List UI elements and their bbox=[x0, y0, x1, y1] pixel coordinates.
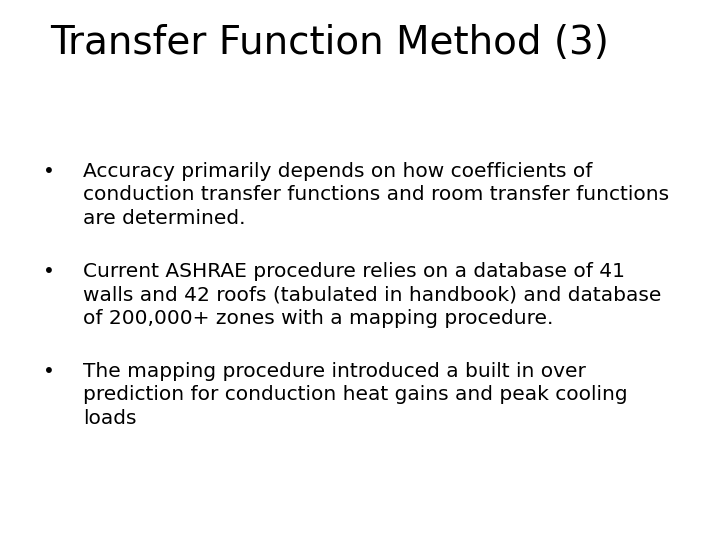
Text: Accuracy primarily depends on how coefficients of
conduction transfer functions : Accuracy primarily depends on how coeffi… bbox=[83, 162, 669, 228]
Text: •: • bbox=[43, 262, 55, 281]
Text: •: • bbox=[43, 162, 55, 181]
Text: The mapping procedure introduced a built in over
prediction for conduction heat : The mapping procedure introduced a built… bbox=[83, 362, 627, 428]
Text: •: • bbox=[43, 362, 55, 381]
Text: Transfer Function Method (3): Transfer Function Method (3) bbox=[50, 24, 609, 62]
Text: Current ASHRAE procedure relies on a database of 41
walls and 42 roofs (tabulate: Current ASHRAE procedure relies on a dat… bbox=[83, 262, 661, 328]
